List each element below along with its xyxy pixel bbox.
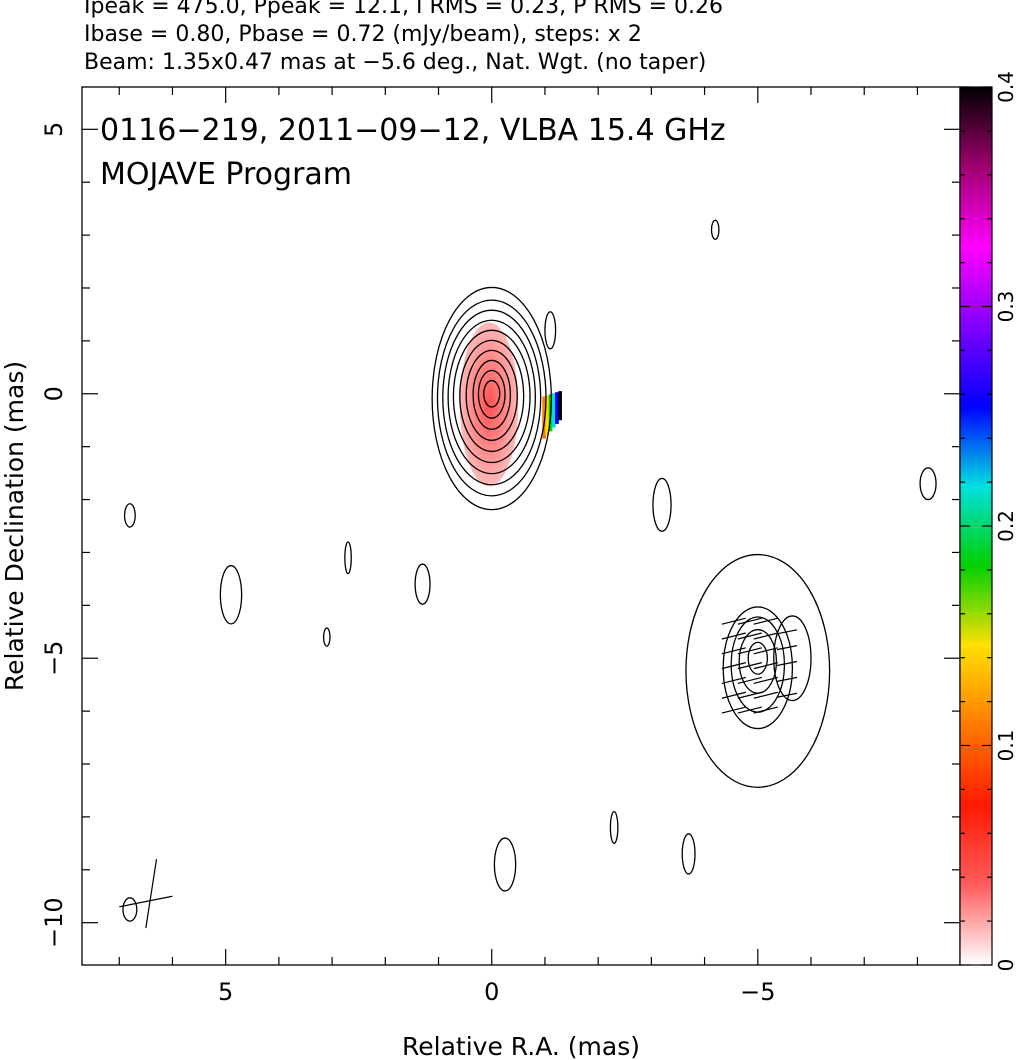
core-contour <box>431 286 552 511</box>
evpa-vector <box>721 676 746 685</box>
y-tick-labels: 5 0 −5 −10 <box>40 122 68 948</box>
island-contour <box>123 503 136 528</box>
core-contour <box>442 309 542 486</box>
evpa-vector <box>776 629 798 635</box>
island-contour <box>710 219 720 240</box>
x-tick-label: 0 <box>484 978 499 1006</box>
x-tick-label: 5 <box>218 978 233 1006</box>
evpa-vector <box>753 706 778 714</box>
evpa-vector <box>721 662 746 670</box>
evpa-vector <box>721 647 746 655</box>
island-contour <box>344 541 352 575</box>
polarization-vectors <box>119 617 798 929</box>
evpa-vector <box>776 692 798 698</box>
evpa-vector <box>753 617 778 625</box>
y-tick-label: −5 <box>40 641 68 676</box>
evpa-vector <box>721 632 746 640</box>
colorbar-tick-label: 0.4 <box>994 71 1018 103</box>
header-line-3: Beam: 1.35x0.47 mas at −5.6 deg., Nat. W… <box>84 50 707 75</box>
colorbar-tick-label: 0.2 <box>994 510 1018 542</box>
core-contour <box>459 339 525 453</box>
evpa-vector <box>737 676 762 685</box>
island-contour <box>219 565 243 625</box>
evpa-vector <box>776 645 798 651</box>
y-tick-label: 0 <box>40 386 68 401</box>
jet-contour <box>747 641 769 675</box>
evpa-vector <box>753 662 778 670</box>
polarization-edge-cell <box>555 392 559 424</box>
evpa-vector <box>145 859 158 929</box>
evpa-vector <box>737 691 762 699</box>
y-tick-label: −10 <box>40 897 68 948</box>
evpa-vector <box>119 895 173 908</box>
x-axis-label: Relative R.A. (mas) <box>402 1032 640 1060</box>
polarization-edge-cell <box>542 396 547 439</box>
y-tick-label: 5 <box>40 122 68 137</box>
evpa-vector <box>753 632 778 640</box>
core-contour <box>477 369 506 419</box>
core-contour <box>436 299 547 497</box>
evpa-vector <box>737 662 762 670</box>
island-contour <box>122 897 138 922</box>
x-tick-label: −5 <box>740 978 775 1006</box>
colorbar-tick-label: 0 <box>994 959 1018 972</box>
evpa-vector <box>737 706 762 714</box>
evpa-vector <box>753 647 778 655</box>
evpa-vector <box>721 691 746 699</box>
core-contour <box>483 379 501 408</box>
polarization-edge-cell <box>551 393 556 428</box>
island-contour <box>493 837 517 892</box>
island-contour <box>609 810 619 844</box>
colorbar-tick-label: 0.3 <box>994 291 1018 323</box>
core-contour <box>465 349 518 441</box>
colorbar-tick-label: 0.1 <box>994 730 1018 762</box>
island-contour <box>414 563 431 605</box>
island-contour <box>652 477 672 532</box>
polarization-edge-cell <box>558 391 562 421</box>
evpa-vector <box>737 632 762 640</box>
evpa-vector <box>737 617 762 625</box>
island-contour <box>544 311 557 350</box>
island-contour <box>322 627 331 647</box>
chart-subtitle: MOJAVE Program <box>100 157 352 192</box>
x-tick-labels: 5 0 −5 <box>218 978 775 1006</box>
jet-contour <box>685 553 831 788</box>
core-contour <box>472 359 512 430</box>
polarization-edge-cell <box>545 395 550 436</box>
evpa-vector <box>776 676 798 682</box>
header-line-2: Ibase = 0.80, Pbase = 0.72 (mJy/beam), s… <box>84 22 642 47</box>
evpa-vector <box>737 647 762 655</box>
plot-frame <box>81 86 961 966</box>
evpa-vector <box>753 676 778 685</box>
island-contour <box>773 615 812 702</box>
evpa-vector <box>721 617 746 625</box>
evpa-vector <box>776 660 798 667</box>
y-axis-label: Relative Declination (mas) <box>0 361 29 691</box>
evpa-vector <box>721 706 746 714</box>
core-contour <box>452 329 531 464</box>
island-contour <box>681 833 696 875</box>
axis-ticks <box>82 87 960 965</box>
island-contour <box>919 467 937 501</box>
polarization-fill <box>459 322 562 487</box>
jet-contour <box>738 629 778 694</box>
evpa-vector <box>753 691 778 699</box>
colorbar: 0 0.1 0.2 0.3 0.4 <box>959 71 1018 972</box>
chart-title: 0116−219, 2011−09−12, VLBA 15.4 GHz <box>100 113 726 148</box>
core-contour <box>447 319 537 475</box>
intensity-contours <box>122 219 937 922</box>
header-line-1: Ipeak = 475.0, Ppeak = 12.1, I RMS = 0.2… <box>84 0 723 19</box>
